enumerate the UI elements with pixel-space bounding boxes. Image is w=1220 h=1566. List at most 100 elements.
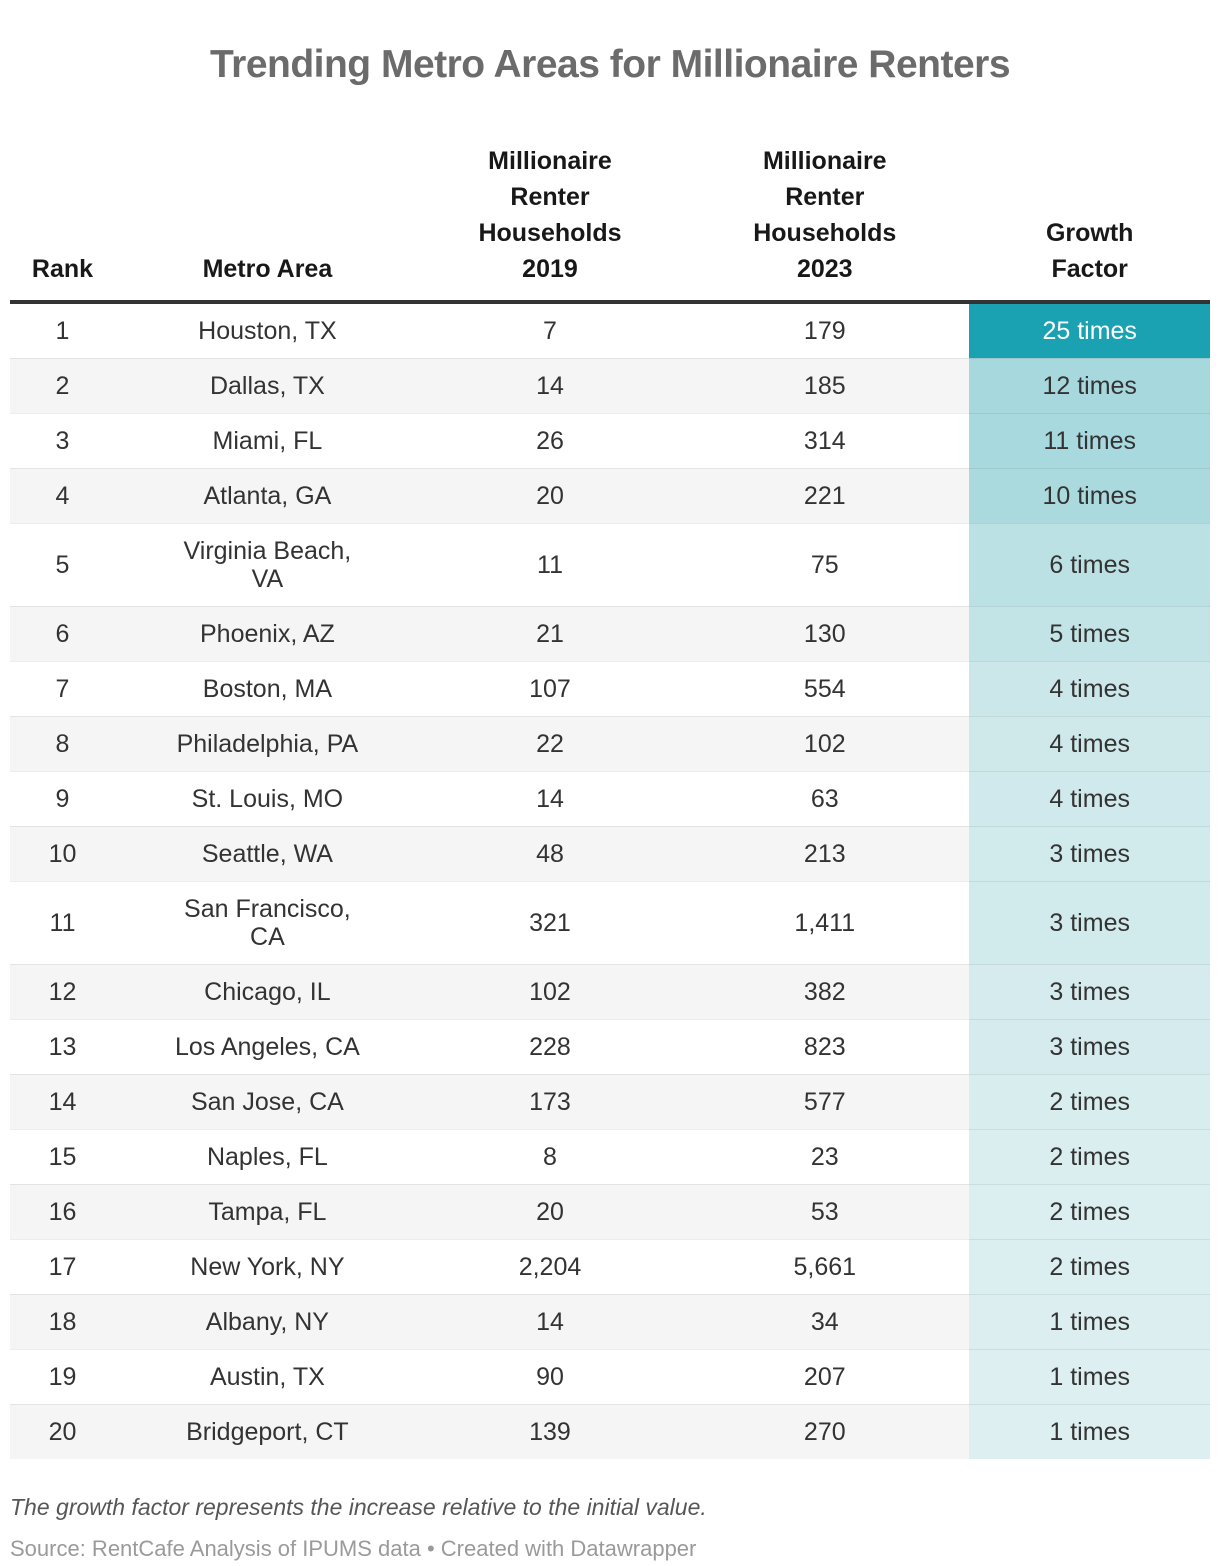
rank-cell: 13 [10,1018,115,1075]
growth-factor-cell: 12 times [969,357,1210,414]
metro-area-cell: Naples, FL [115,1128,420,1185]
table-row: 18 Albany, NY 14 34 1 times [10,1293,1210,1350]
metro-area-cell: Philadelphia, PA [115,715,420,772]
rank-cell: 6 [10,605,115,662]
metro-area-cell: Los Angeles, CA [115,1018,420,1075]
column-header-metro-area: Metro Area [115,142,420,304]
table-row: 16 Tampa, FL 20 53 2 times [10,1183,1210,1240]
growth-factor-cell: 2 times [969,1238,1210,1295]
metro-area-cell: St. Louis, MO [115,770,420,827]
metro-area-cell: Miami, FL [115,412,420,469]
table-row: 12 Chicago, IL 102 382 3 times [10,963,1210,1020]
column-header-households-2023: Millionaire Renter Households 2023 [680,142,970,304]
households-2019-cell: 228 [419,1018,681,1075]
table-header-row: Rank Metro Area Millionaire Renter House… [10,142,1210,304]
table-body: 1 Houston, TX 7 179 25 times 2 Dallas, TX 14 185… [10,301,1210,1459]
table-row: 5 Virginia Beach, VA 11 75 6 times [10,522,1210,607]
households-2019-cell: 8 [419,1128,681,1185]
rank-cell: 20 [10,1403,115,1459]
metro-area-cell: Bridgeport, CT [115,1403,420,1459]
growth-factor-cell: 3 times [969,825,1210,882]
table-row: 4 Atlanta, GA 20 221 10 times [10,467,1210,524]
growth-factor-cell: 11 times [969,412,1210,469]
rank-cell: 19 [10,1348,115,1405]
households-2023-cell: 23 [680,1128,970,1185]
table-row: 17 New York, NY 2,204 5,661 2 times [10,1238,1210,1295]
rank-cell: 17 [10,1238,115,1295]
households-2019-cell: 14 [419,357,681,414]
metro-area-cell: Boston, MA [115,660,420,717]
table-row: 15 Naples, FL 8 23 2 times [10,1128,1210,1185]
source-attribution: Source: RentCafe Analysis of IPUMS data … [10,1535,697,1561]
rank-cell: 11 [10,880,115,965]
households-2019-cell: 26 [419,412,681,469]
households-2023-cell: 314 [680,412,970,469]
growth-factor-cell: 1 times [969,1403,1210,1459]
rank-cell: 10 [10,825,115,882]
households-2019-cell: 7 [543,316,557,345]
households-2019-cell: 20 [419,467,681,524]
households-2019-cell: 21 [419,605,681,662]
rank-cell: 5 [10,522,115,607]
growth-factor-cell: 3 times [969,880,1210,965]
growth-factor-cell: 4 times [969,770,1210,827]
rank-cell: 9 [10,770,115,827]
households-2023-cell: 382 [680,963,970,1020]
growth-factor-cell: 2 times [969,1073,1210,1130]
households-2023-cell: 577 [680,1073,970,1130]
households-2023-cell: 554 [680,660,970,717]
growth-factor-cell: 3 times [969,1018,1210,1075]
table-row: 3 Miami, FL 26 314 11 times [10,412,1210,469]
growth-factor-cell: 10 times [969,467,1210,524]
metro-area-cell: San Jose, CA [115,1073,420,1130]
rank-cell: 7 [10,660,115,717]
households-2023-cell: 130 [680,605,970,662]
growth-factor-cell: 25 times [969,301,1210,359]
rank-cell: 2 [10,357,115,414]
millionaire-renters-table: Rank Metro Area Millionaire Renter House… [10,142,1210,1459]
households-2023-cell: 213 [680,825,970,882]
growth-factor-cell: 2 times [969,1128,1210,1185]
table-row: 6 Phoenix, AZ 21 130 5 times [10,605,1210,662]
metro-area-cell: Dallas, TX [115,357,420,414]
households-2019-cell: 173 [419,1073,681,1130]
metro-area-cell: Austin, TX [115,1348,420,1405]
households-2023-cell: 75 [680,522,970,607]
households-2019-cell: 321 [419,880,681,965]
households-2023-cell: 5,661 [680,1238,970,1295]
households-2019-cell: 139 [419,1403,681,1459]
households-2023-cell: 34 [680,1293,970,1350]
rank-cell: 8 [10,715,115,772]
metro-area-cell: Phoenix, AZ [115,605,420,662]
table-row: 1 Houston, TX 7 179 25 times [10,301,1210,359]
households-2019-cell: 14 [419,770,681,827]
growth-factor-cell: 6 times [969,522,1210,607]
rank-cell: 3 [10,412,115,469]
table-row: 9 St. Louis, MO 14 63 4 times [10,770,1210,827]
growth-factor-cell: 2 times [969,1183,1210,1240]
footnote: The growth factor represents the increas… [10,1493,707,1520]
households-2019-cell: 90 [419,1348,681,1405]
households-2019-cell: 20 [419,1183,681,1240]
households-2023-cell: 207 [680,1348,970,1405]
column-header-growth-factor: Growth Factor [969,142,1210,304]
households-2023-cell: 221 [680,467,970,524]
households-2023-cell: 63 [680,770,970,827]
rank-cell: 18 [10,1293,115,1350]
table-row: 11 San Francisco, CA 321 1,411 3 times [10,880,1210,965]
table-row: 7 Boston, MA 107 554 4 times [10,660,1210,717]
households-2023-cell: 102 [680,715,970,772]
metro-area-cell: Chicago, IL [115,963,420,1020]
households-2019-cell: 107 [419,660,681,717]
households-2019-cell: 11 [419,522,681,607]
table-row: 8 Philadelphia, PA 22 102 4 times [10,715,1210,772]
table-row: 14 San Jose, CA 173 577 2 times [10,1073,1210,1130]
table-header: Rank Metro Area Millionaire Renter House… [10,142,1210,304]
growth-factor-cell: 1 times [969,1348,1210,1405]
metro-area-cell: Virginia Beach, VA [115,522,420,607]
households-2023-cell: 185 [680,357,970,414]
growth-factor-cell: 4 times [969,715,1210,772]
growth-factor-cell: 1 times [969,1293,1210,1350]
rank-cell: 12 [10,963,115,1020]
